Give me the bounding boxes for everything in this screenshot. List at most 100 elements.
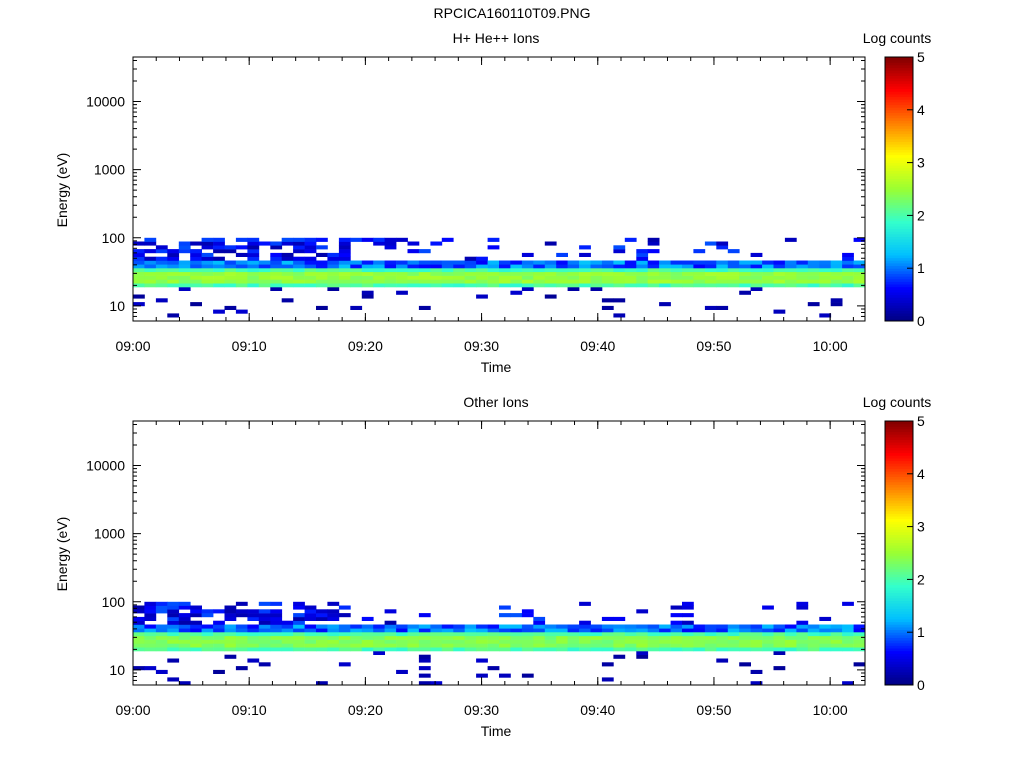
- heatmap-cell: [247, 271, 260, 276]
- colorbar-swatch: [885, 281, 913, 285]
- heatmap-cell: [144, 639, 157, 644]
- heatmap-cell: [258, 241, 271, 246]
- panel-other-ions: Other Ions Log counts Time Energy (eV) 0…: [54, 394, 931, 739]
- heatmap-cell: [270, 279, 283, 284]
- heatmap-cell: [487, 283, 500, 288]
- heatmap-cell: [716, 260, 729, 265]
- heatmap-cell: [682, 283, 694, 288]
- heatmap-cell: [853, 260, 866, 265]
- heatmap-cell: [807, 279, 820, 284]
- heatmap-cell: [727, 624, 740, 629]
- heatmap-cell: [464, 268, 477, 273]
- heatmap-cell: [396, 628, 408, 633]
- heatmap-cell: [418, 279, 431, 284]
- heatmap-cell: [224, 249, 237, 254]
- heatmap-cell: [144, 616, 157, 621]
- heatmap-cell: [270, 632, 283, 637]
- heatmap-cell: [407, 283, 420, 288]
- heatmap-cell: [190, 279, 202, 284]
- heatmap-cell: [304, 613, 317, 618]
- heatmap-cell: [453, 275, 466, 280]
- heatmap-cell: [682, 647, 694, 652]
- colorbar-swatch: [885, 436, 913, 440]
- heatmap-cell: [613, 268, 626, 273]
- colorbar: 0 1 2 3 4 5: [884, 49, 925, 329]
- heatmap-cell: [316, 613, 328, 618]
- heatmap-cell: [567, 279, 580, 284]
- heatmap-cell: [487, 260, 500, 265]
- heatmap-cell: [430, 647, 443, 652]
- heatmap-cell: [350, 275, 363, 280]
- heatmap-cell: [670, 605, 683, 610]
- y-tick-label: 100: [102, 594, 126, 610]
- heatmap-cell: [807, 283, 820, 288]
- y-tick-label: 10: [109, 298, 125, 314]
- heatmap-cell: [590, 275, 603, 280]
- heatmap-cell: [430, 279, 443, 284]
- heatmap-cell: [418, 673, 431, 678]
- heatmap-cell: [384, 639, 397, 644]
- heatmap-cell: [636, 256, 649, 261]
- heatmap-cell: [636, 639, 649, 644]
- heatmap-cell: [807, 302, 820, 307]
- heatmap-cell: [178, 628, 191, 633]
- heatmap-cell: [281, 643, 294, 648]
- heatmap-cell: [556, 252, 568, 257]
- heatmap-cell: [842, 264, 854, 269]
- heatmap-cell: [624, 279, 637, 284]
- heatmap-cell: [190, 252, 202, 257]
- colorbar-swatch: [885, 539, 913, 543]
- heatmap-cell: [693, 260, 706, 265]
- heatmap-cell: [544, 241, 557, 246]
- heatmap-cell: [750, 268, 763, 273]
- heatmap-cell: [235, 601, 248, 606]
- heatmap-cell: [784, 260, 797, 265]
- heatmap-cell: [704, 643, 717, 648]
- heatmap-cell: [842, 601, 854, 606]
- heatmap-cell: [579, 624, 591, 629]
- heatmap-cell: [304, 275, 317, 280]
- heatmap-cell: [350, 283, 363, 288]
- heatmap-cell: [247, 643, 260, 648]
- heatmap-cell: [144, 605, 157, 610]
- heatmap-cell: [430, 681, 443, 686]
- heatmap-cell: [304, 279, 317, 284]
- heatmap-cell: [819, 628, 832, 633]
- colorbar-swatch: [885, 592, 913, 596]
- colorbar-swatch: [885, 101, 913, 106]
- heatmap-cell: [590, 632, 603, 637]
- heatmap-cell: [235, 260, 248, 265]
- heatmap-cell: [533, 635, 546, 640]
- colorbar-swatch: [885, 545, 913, 549]
- heatmap-cell: [155, 271, 168, 276]
- colorbar-swatch: [885, 244, 913, 248]
- heatmap-cell: [464, 643, 477, 648]
- heatmap-cell: [533, 624, 546, 629]
- heatmap-cell: [235, 275, 248, 280]
- heatmap-cell: [270, 252, 283, 257]
- heatmap-cell: [624, 624, 637, 629]
- heatmap-cell: [819, 643, 832, 648]
- heatmap-cell: [453, 643, 466, 648]
- heatmap-cell: [613, 279, 626, 284]
- heatmap-cell: [304, 237, 317, 242]
- heatmap-cell: [304, 616, 317, 621]
- heatmap-cell: [762, 283, 774, 288]
- heatmap-cell: [133, 264, 145, 269]
- heatmap-cell: [281, 252, 294, 257]
- heatmap-cell: [155, 256, 168, 261]
- heatmap-cell: [853, 632, 866, 637]
- heatmap-cell: [396, 669, 408, 674]
- heatmap-cell: [133, 620, 145, 625]
- colorbar-swatch: [885, 233, 913, 238]
- colorbar-swatch: [885, 650, 913, 654]
- heatmap-cell: [716, 283, 729, 288]
- heatmap-cell: [213, 632, 225, 637]
- heatmap-cell: [155, 279, 168, 284]
- heatmap-cell: [373, 241, 385, 246]
- heatmap-cell: [773, 647, 786, 652]
- colorbar-swatch: [885, 181, 913, 185]
- heatmap-cell: [338, 613, 351, 618]
- colorbar-swatch: [885, 260, 913, 264]
- heatmap-cell: [304, 628, 317, 633]
